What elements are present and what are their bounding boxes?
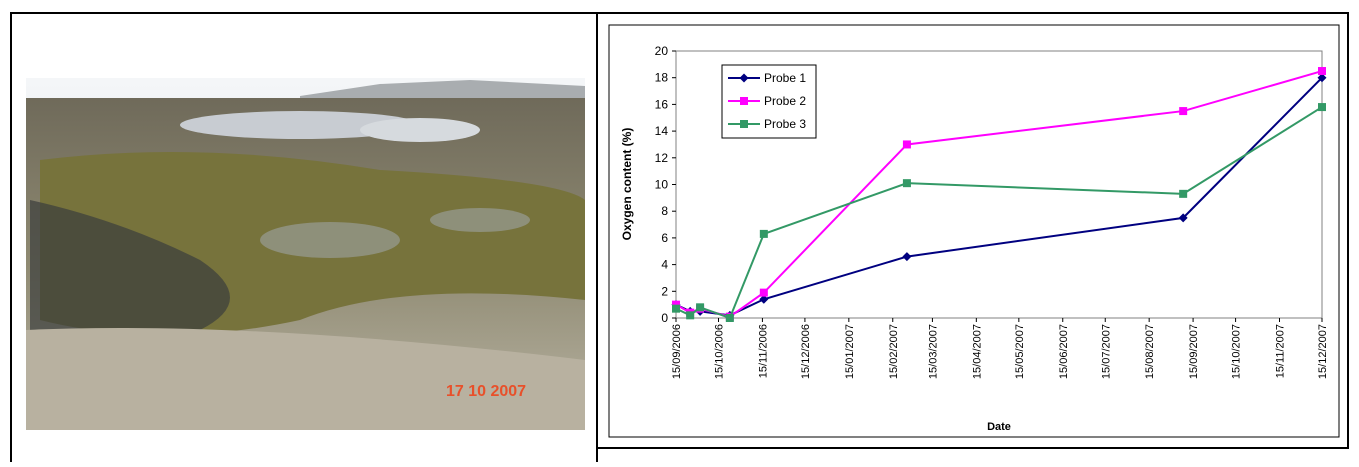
y-tick-label: 6	[661, 231, 668, 245]
y-axis-label: Oxygen content (%)	[620, 128, 634, 241]
x-tick-label: 15/08/2007	[1144, 324, 1156, 379]
marker	[1179, 107, 1188, 116]
legend-marker	[739, 73, 749, 83]
legend-marker	[740, 97, 748, 105]
x-tick-label: 15/05/2007	[1014, 324, 1026, 379]
marker	[1317, 73, 1327, 83]
x-tick-label: 15/01/2007	[844, 324, 856, 379]
x-axis-label: Date	[987, 421, 1011, 433]
y-tick-label: 8	[661, 204, 668, 218]
marker	[672, 304, 680, 313]
marker	[759, 229, 768, 238]
y-tick-label: 4	[661, 258, 668, 272]
y-tick-label: 14	[655, 124, 669, 138]
x-tick-label: 15/11/2006	[757, 324, 769, 378]
y-tick-label: 10	[655, 178, 669, 192]
marker	[902, 179, 911, 188]
y-tick-label: 20	[655, 44, 669, 58]
x-tick-label: 15/12/2006	[800, 324, 812, 379]
marker	[1178, 213, 1188, 223]
y-tick-label: 16	[655, 97, 669, 111]
marker	[902, 252, 912, 262]
y-tick-label: 0	[661, 311, 668, 325]
x-tick-label: 15/02/2007	[888, 324, 900, 379]
marker	[672, 300, 680, 309]
x-tick-label: 15/11/2007	[1275, 324, 1287, 378]
x-tick-label: 15/09/2007	[1188, 324, 1200, 379]
marker	[1318, 103, 1326, 112]
legend-label: Probe 3	[764, 117, 806, 131]
legend-label: Probe 1	[764, 71, 806, 85]
x-tick-label: 15/06/2007	[1058, 324, 1070, 379]
photo-timestamp: 17 10 2007	[446, 383, 526, 400]
x-tick-label: 15/03/2007	[927, 324, 939, 379]
marker	[759, 294, 769, 304]
marker	[1179, 189, 1188, 198]
marker	[686, 311, 695, 320]
y-tick-label: 12	[655, 151, 669, 165]
x-tick-label: 15/10/2006	[714, 324, 726, 379]
legend-label: Probe 2	[764, 94, 806, 108]
y-tick-label: 18	[655, 71, 669, 85]
x-tick-label: 15/09/2006	[671, 324, 683, 379]
marker	[696, 303, 705, 312]
marker	[902, 140, 911, 149]
x-tick-label: 15/10/2007	[1231, 324, 1243, 379]
x-tick-label: 15/07/2007	[1100, 324, 1112, 379]
photo: 17 10 2007	[26, 78, 585, 430]
x-tick-label: 15/12/2007	[1317, 324, 1329, 379]
marker	[759, 288, 768, 297]
chart: 0 2 4 6 8 10 12 14 16 18 20 15/09/2006 15/10/2006 15/…	[655, 44, 1329, 379]
legend-marker	[740, 120, 748, 128]
x-tick-label: 15/04/2007	[971, 324, 983, 379]
marker	[1318, 67, 1326, 76]
y-tick-label: 2	[661, 284, 668, 298]
marker	[725, 314, 734, 322]
